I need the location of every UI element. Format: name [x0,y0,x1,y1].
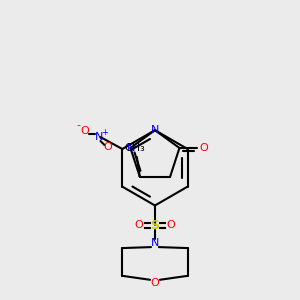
Text: -: - [77,120,81,130]
Text: CH₃: CH₃ [124,143,145,153]
Text: O: O [200,143,208,153]
Text: N: N [94,132,103,142]
Text: O: O [135,220,143,230]
Text: N: N [151,125,159,135]
Text: S: S [151,219,160,232]
Text: +: + [101,128,108,137]
Text: O: O [103,142,112,152]
Text: O: O [80,126,89,136]
Text: N: N [127,143,136,153]
Text: O: O [167,220,175,230]
Text: O: O [151,278,159,288]
Text: N: N [151,238,159,248]
